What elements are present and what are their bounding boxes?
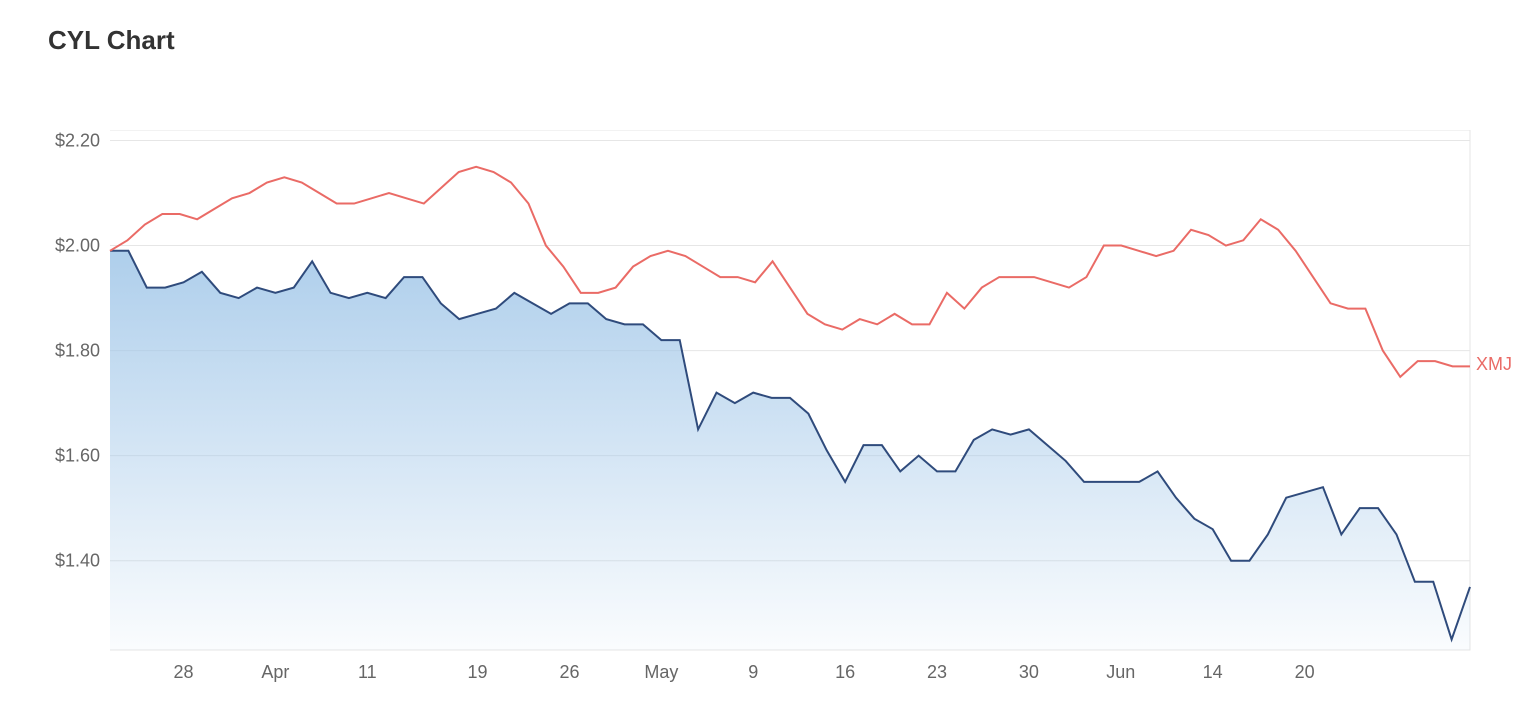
x-axis-tick-label: 23 — [927, 662, 947, 683]
chart-plot-area[interactable]: XMJ$2.20$2.00$1.80$1.60$1.4028Apr111926M… — [40, 130, 1480, 690]
x-axis-tick-label: 28 — [173, 662, 193, 683]
x-axis-tick-label: 11 — [358, 662, 377, 683]
chart-svg — [40, 130, 1480, 660]
y-axis-tick-label: $2.20 — [40, 130, 100, 151]
y-axis-tick-label: $1.60 — [40, 445, 100, 466]
x-axis-tick-label: 9 — [748, 662, 758, 683]
y-axis-tick-label: $1.40 — [40, 550, 100, 571]
x-axis-tick-label: 14 — [1203, 662, 1223, 683]
x-axis-tick-label: May — [644, 662, 678, 683]
y-axis-tick-label: $2.00 — [40, 235, 100, 256]
x-axis-tick-label: 19 — [468, 662, 488, 683]
chart-title: CYL Chart — [48, 25, 175, 56]
x-axis-tick-label: 26 — [559, 662, 579, 683]
x-axis-tick-label: 30 — [1019, 662, 1039, 683]
series-cyl-area — [110, 251, 1470, 650]
x-axis-tick-label: 20 — [1295, 662, 1315, 683]
x-axis-tick-label: 16 — [835, 662, 855, 683]
x-axis-tick-label: Apr — [261, 662, 289, 683]
y-axis-tick-label: $1.80 — [40, 340, 100, 361]
chart-container: CYL Chart XMJ $2.20 $2.00 $1.80 $1.60 $1.40 28… — [0, 0, 1526, 719]
series-xmj-label: XMJ — [1476, 354, 1512, 375]
x-axis-tick-label: Jun — [1106, 662, 1135, 683]
